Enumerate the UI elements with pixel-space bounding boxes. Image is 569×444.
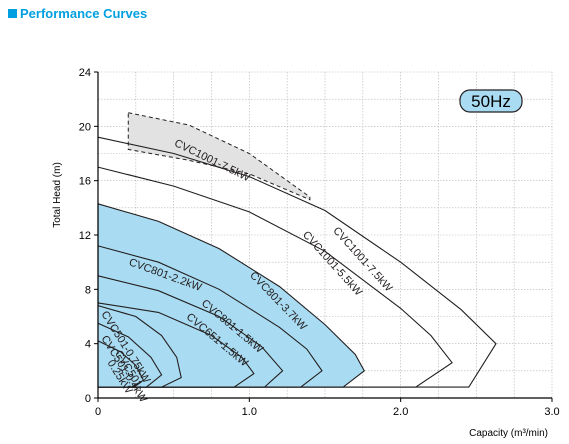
y-axis-label: Total Head (m): [52, 162, 63, 228]
x-tick-label: 3.0: [544, 406, 559, 418]
frequency-badge-label: 50Hz: [471, 92, 511, 111]
y-tick-label: 8: [85, 284, 91, 296]
curve-1: [97, 136, 497, 388]
curve-9: [97, 340, 145, 388]
x-axis-label: Capacity (m³/min): [469, 428, 548, 439]
curve-dashed-0: [127, 112, 311, 201]
x-tick-label: 1.0: [242, 406, 257, 418]
curve-5: [97, 275, 284, 388]
y-tick-label: 4: [85, 339, 91, 351]
y-tick-label: 16: [79, 176, 91, 188]
curve-8: [97, 322, 163, 388]
curve-7: [97, 305, 182, 388]
curve-label: CVC1001-5.5kW: [300, 229, 365, 299]
curve-4: [97, 245, 323, 388]
section-title: Performance Curves: [20, 6, 148, 21]
section-marker-icon: [8, 9, 17, 18]
x-tick-label: 0: [95, 406, 101, 418]
section-header: Performance Curves: [8, 6, 147, 21]
curve-6: [97, 302, 255, 388]
frequency-badge: [459, 89, 523, 113]
axes: 0 4 8 12 16 20 24 0 1.0 2.0 3.0 Capacity (m³/min) To…: [52, 67, 560, 439]
y-tick-label: 12: [79, 230, 91, 242]
curves: [97, 136, 497, 388]
y-tick-label: 20: [79, 121, 91, 133]
y-tick-label: 24: [79, 67, 91, 79]
y-tick-label: 0: [85, 393, 91, 405]
x-tick-label: 2.0: [393, 406, 408, 418]
curve-2: [97, 166, 453, 388]
